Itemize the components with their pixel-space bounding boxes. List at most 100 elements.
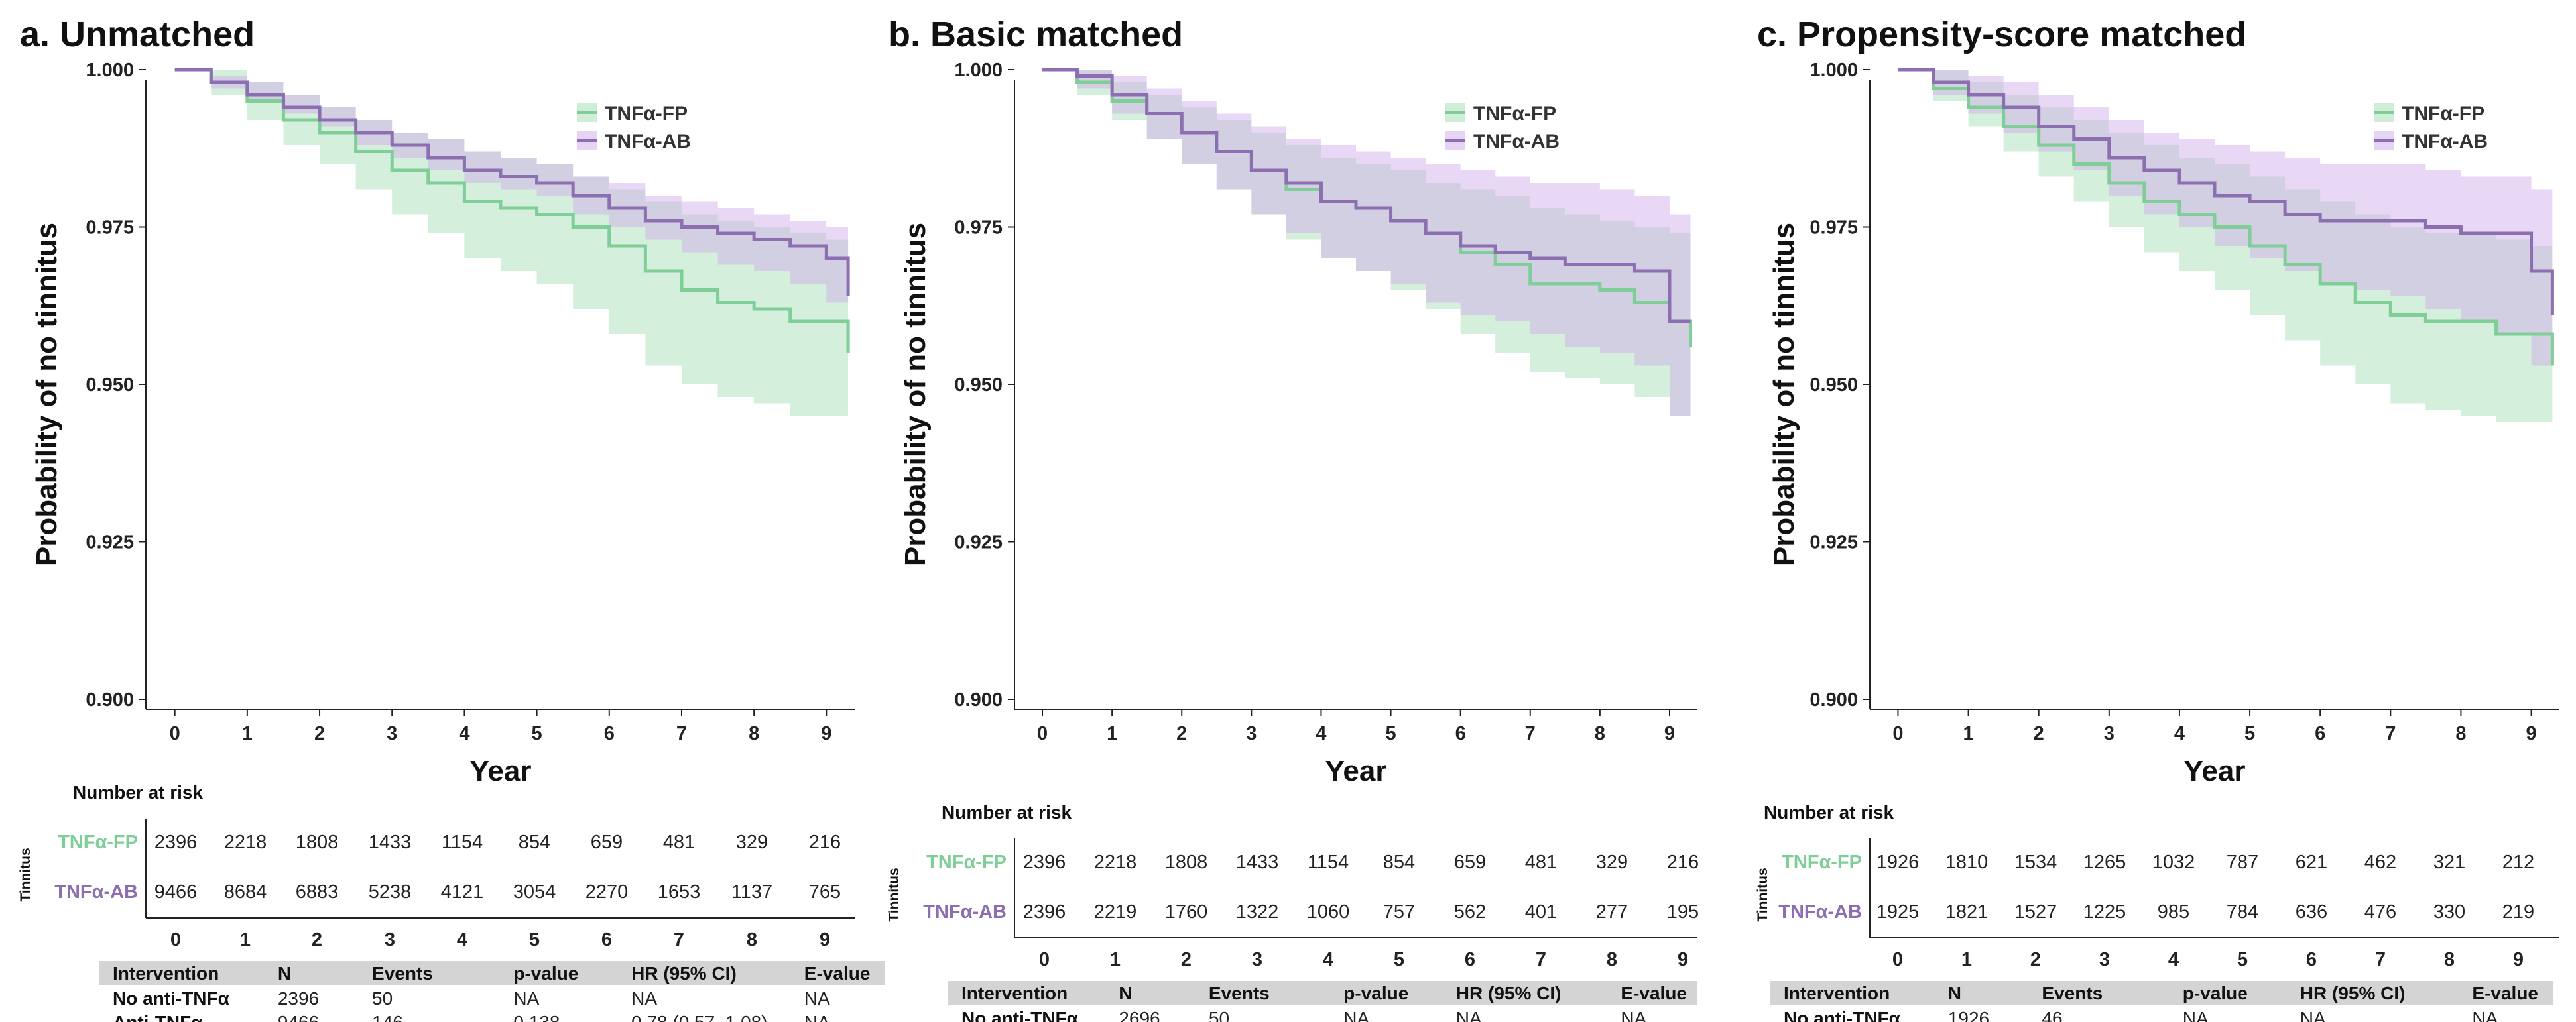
stats-cell: NA <box>1343 1008 1369 1022</box>
risk-value: 1926 <box>1876 852 1920 873</box>
risk-value: 277 <box>1596 901 1628 923</box>
stats-cell: NA <box>804 1012 830 1022</box>
survival-line-ab <box>1042 68 1691 323</box>
risk-value: 212 <box>2502 852 2534 873</box>
x-tick-label: 0 <box>170 723 180 744</box>
x-tick-label: 5 <box>2244 723 2255 744</box>
risk-value: 2270 <box>585 881 629 903</box>
stats-header-cell: Intervention <box>1784 983 1890 1003</box>
risk-value: 462 <box>2364 852 2396 873</box>
risk-time-label: 6 <box>601 929 612 950</box>
survival-line-fp <box>174 68 850 353</box>
risk-table-title: Number at risk <box>942 802 1072 823</box>
y-tick-label: 0.975 <box>86 217 134 239</box>
stats-header-bg <box>1770 981 2553 1005</box>
x-axis-label: Year <box>470 755 532 787</box>
risk-row-label-fp: TNFα-FP <box>926 852 1007 873</box>
ci-band-ab <box>174 70 849 353</box>
stats-cell: 0.138 <box>513 1012 560 1022</box>
risk-value: 2396 <box>1023 852 1066 873</box>
risk-value: 219 <box>2502 901 2534 923</box>
stats-header-cell: N <box>1119 983 1132 1003</box>
risk-row-label-ab: TNFα-AB <box>54 881 138 903</box>
risk-value: 481 <box>1525 852 1557 873</box>
stats-cell: No anti-TNFα <box>113 988 229 1009</box>
risk-value: 1322 <box>1236 901 1279 923</box>
legend-label: TNFα-AB <box>605 131 691 152</box>
risk-value: 621 <box>2296 852 2327 873</box>
ci-band-ab <box>1898 70 2553 416</box>
stats-header-cell: Intervention <box>961 983 1068 1003</box>
risk-value: 1154 <box>442 832 483 853</box>
legend-label: TNFα-AB <box>1473 131 1560 152</box>
x-tick-label: 0 <box>1037 723 1048 744</box>
x-tick-label: 1 <box>242 723 253 744</box>
risk-value: 2219 <box>1094 901 1137 923</box>
x-tick-label: 3 <box>1246 723 1257 744</box>
stats-cell: NA <box>1621 1008 1646 1022</box>
x-tick-label: 9 <box>821 723 831 744</box>
risk-value: 2218 <box>1094 852 1137 873</box>
risk-value: 3054 <box>513 881 556 903</box>
stats-header-cell: N <box>278 963 291 984</box>
risk-time-label: 6 <box>1465 949 1475 970</box>
risk-value: 1060 <box>1307 901 1350 923</box>
risk-value: 765 <box>809 881 841 903</box>
risk-time-label: 0 <box>170 929 181 950</box>
stats-cell: NA <box>631 988 657 1009</box>
risk-table-title: Number at risk <box>1764 802 1894 823</box>
km-panel-2: b. Basic matched Probability of no tinnit… <box>887 15 1699 1022</box>
stats-cell: No anti-TNFα <box>961 1008 1078 1022</box>
risk-value: 1925 <box>1876 901 1920 923</box>
risk-side-label: Tinnitus <box>1755 868 1770 921</box>
ci-band-fp <box>174 70 849 460</box>
x-tick-label: 4 <box>459 723 469 744</box>
risk-value: 321 <box>2433 852 2465 873</box>
risk-value: 329 <box>736 832 768 853</box>
survival-line-ab <box>1898 68 2554 315</box>
x-tick-label: 7 <box>1525 723 1536 744</box>
risk-time-label: 8 <box>747 929 757 950</box>
x-axis-label: Year <box>2184 755 2246 787</box>
stats-header-bg <box>948 981 1697 1005</box>
risk-value: 481 <box>663 832 695 853</box>
x-tick-label: 8 <box>1595 723 1605 744</box>
legend-label: TNFα-FP <box>605 103 688 125</box>
risk-time-label: 6 <box>2306 949 2317 970</box>
risk-value: 1808 <box>296 832 339 853</box>
risk-value: 1653 <box>658 881 701 903</box>
risk-value: 1433 <box>1236 852 1279 873</box>
risk-row-label-fp: TNFα-FP <box>58 832 138 853</box>
risk-time-label: 3 <box>385 929 395 950</box>
survival-line-fp <box>1898 68 2554 366</box>
risk-time-label: 5 <box>529 929 540 950</box>
stats-cell: NA <box>513 988 539 1009</box>
x-tick-label: 2 <box>2034 723 2044 744</box>
x-tick-label: 6 <box>604 723 615 744</box>
stats-cell: 146 <box>372 1012 403 1022</box>
x-tick-label: 8 <box>749 723 759 744</box>
risk-value: 216 <box>809 832 841 853</box>
panel-title: a. Unmatched <box>20 15 255 54</box>
risk-time-label: 4 <box>457 929 467 950</box>
risk-value: 784 <box>2227 901 2258 923</box>
risk-value: 476 <box>2364 901 2396 923</box>
risk-value: 6883 <box>296 881 339 903</box>
risk-value: 329 <box>1596 852 1628 873</box>
risk-value: 4121 <box>441 881 484 903</box>
risk-value: 1433 <box>369 832 412 853</box>
risk-time-label: 4 <box>1323 949 1333 970</box>
risk-time-label: 4 <box>2168 949 2179 970</box>
stats-header-cell: Events <box>372 963 433 984</box>
risk-value: 330 <box>2433 901 2465 923</box>
risk-value: 2396 <box>1023 901 1066 923</box>
x-tick-label: 7 <box>676 723 687 744</box>
risk-value: 1808 <box>1165 852 1208 873</box>
risk-value: 1032 <box>2152 852 2195 873</box>
y-tick-label: 0.950 <box>86 374 134 396</box>
risk-value: 1810 <box>1945 852 1989 873</box>
risk-time-label: 9 <box>820 929 830 950</box>
stats-cell: 50 <box>372 988 393 1009</box>
x-tick-label: 4 <box>1316 723 1326 744</box>
